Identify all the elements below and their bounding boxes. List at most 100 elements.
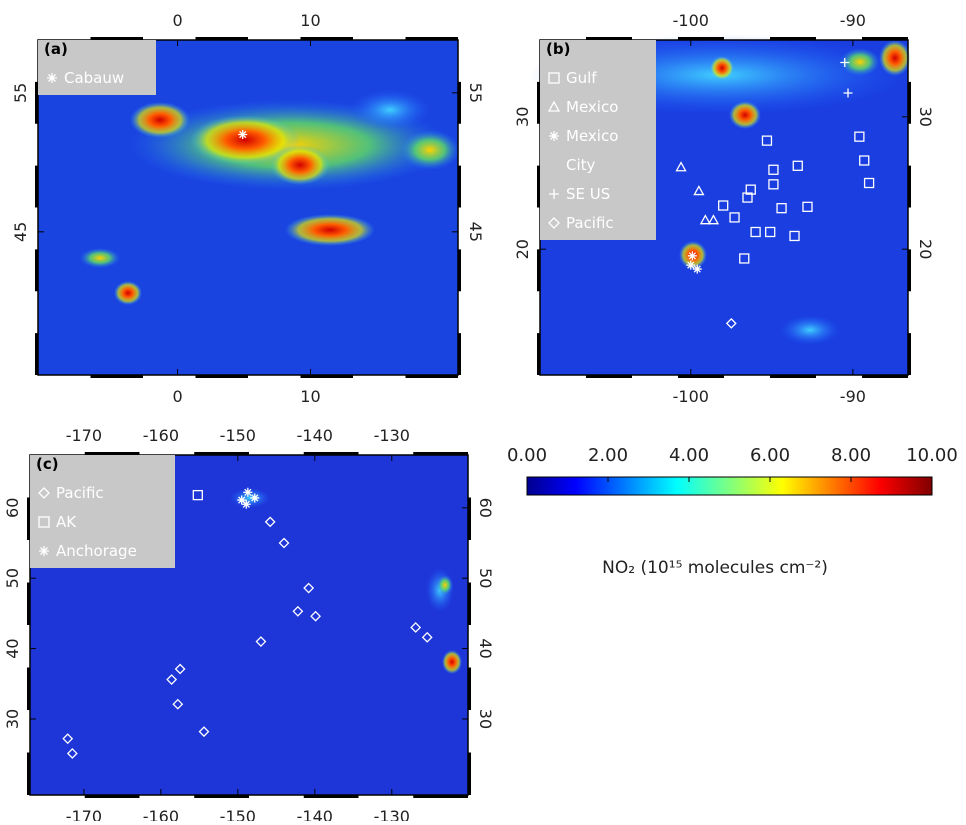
frame-bar [84,452,140,455]
marker-diamond [264,516,276,528]
legend: (a) Cabauw [38,40,156,95]
marker-square [859,155,870,166]
marker-diamond [278,537,290,549]
colorbar-tick-label: 8.00 [831,445,871,466]
marker-diamond [725,317,737,329]
marker-square [765,226,776,238]
frame-bar [468,752,471,795]
y-tick-label-left: 45 [11,222,30,242]
y-tick-label-right: 20 [916,239,935,259]
frame-bar [586,37,632,40]
frame-bar [195,37,248,40]
marker-diamond [66,748,78,759]
no2-hotspot [130,102,190,138]
frame-bar [194,452,249,455]
legend-label: SE US [566,185,610,203]
frame-bar [300,375,353,378]
frame-bar [468,582,471,625]
no2-hotspot [437,575,453,595]
y-tick-label-left: 30 [3,709,22,729]
x-tick-label-bottom: -130 [374,807,410,821]
marker-triangle [699,214,711,225]
frame-bar [35,333,38,375]
marker-diamond [310,610,322,622]
frame-bar [678,375,724,378]
frame-bar [537,333,540,375]
marker-square [768,164,779,175]
frame-bar [195,375,248,378]
panel-label: (c) [36,455,59,473]
marker-square [548,72,560,84]
no2-hotspot [270,145,330,185]
map-panel: 0 0 10 10 45 45 55 55 (a) Cabauw [11,11,485,406]
marker-square [718,200,729,211]
legend-box [30,455,175,568]
frame-bar [468,497,471,540]
legend-label: Gulf [566,69,597,87]
x-tick-label-top: -100 [673,11,709,30]
y-tick-label-left: 50 [3,568,22,588]
marker-square [761,135,773,146]
frame-bar [405,375,458,378]
marker-square [789,230,800,242]
colorbar-label: NO₂ (10¹⁵ molecules cm⁻²) [602,558,828,578]
no2-hotspot [285,214,375,246]
marker-diamond [198,726,210,738]
y-tick-label-right: 50 [476,568,495,588]
frame-bar [90,37,143,40]
x-tick-label-top: 10 [300,11,320,30]
legend-box [38,40,156,95]
marker-diamond [548,217,560,229]
frame-bar [468,667,471,710]
legend-label: AK [56,513,77,531]
colorbar-tick-label: 10.00 [906,445,958,466]
x-tick-label-top: -150 [220,426,256,445]
x-tick-label-bottom: 10 [300,387,320,406]
marker-square [802,201,813,212]
marker-diamond [166,674,178,685]
frame-bar [862,37,908,40]
marker-diamond [410,622,422,633]
marker-asterisk [47,73,57,83]
frame-bar [770,37,816,40]
no2-hotspot [840,48,880,76]
legend-label: Pacific [566,214,614,232]
frame-bar [537,165,540,208]
frame-bar [458,249,461,292]
marker-asterisk [692,264,702,274]
legend-label: Pacific [56,484,104,502]
no2-hotspot [350,90,430,130]
marker-square [192,489,203,501]
x-tick-label-top: -170 [66,426,102,445]
marker-diamond [174,663,186,675]
x-tick-label-bottom: 0 [172,387,182,406]
marker-triangle [693,185,705,196]
frame-bar [537,249,540,292]
marker-diamond [172,698,184,710]
marker-square [739,253,750,264]
marker-asterisk [243,487,253,497]
marker-plus [549,189,559,199]
frame-bar [458,81,461,124]
marker-diamond [292,605,304,617]
marker-diamond [255,636,267,647]
marker-asterisk [237,495,247,505]
marker-square [854,131,865,142]
frame-bar [908,249,911,292]
y-tick-label-right: 30 [916,107,935,127]
frame-bar [27,752,30,795]
colorbar-tick-label: 0.00 [507,445,547,466]
y-tick-label-left: 60 [3,498,22,518]
legend-label-line: City [566,156,596,174]
frame-bar [458,165,461,208]
marker-plus [843,88,853,98]
frame-bar [405,37,458,40]
frame-bar [908,333,911,375]
x-tick-label-top: -160 [143,426,179,445]
marker-asterisk [686,260,696,270]
marker-square [745,184,756,195]
marker-square [863,177,875,189]
frame-bar [35,165,38,208]
